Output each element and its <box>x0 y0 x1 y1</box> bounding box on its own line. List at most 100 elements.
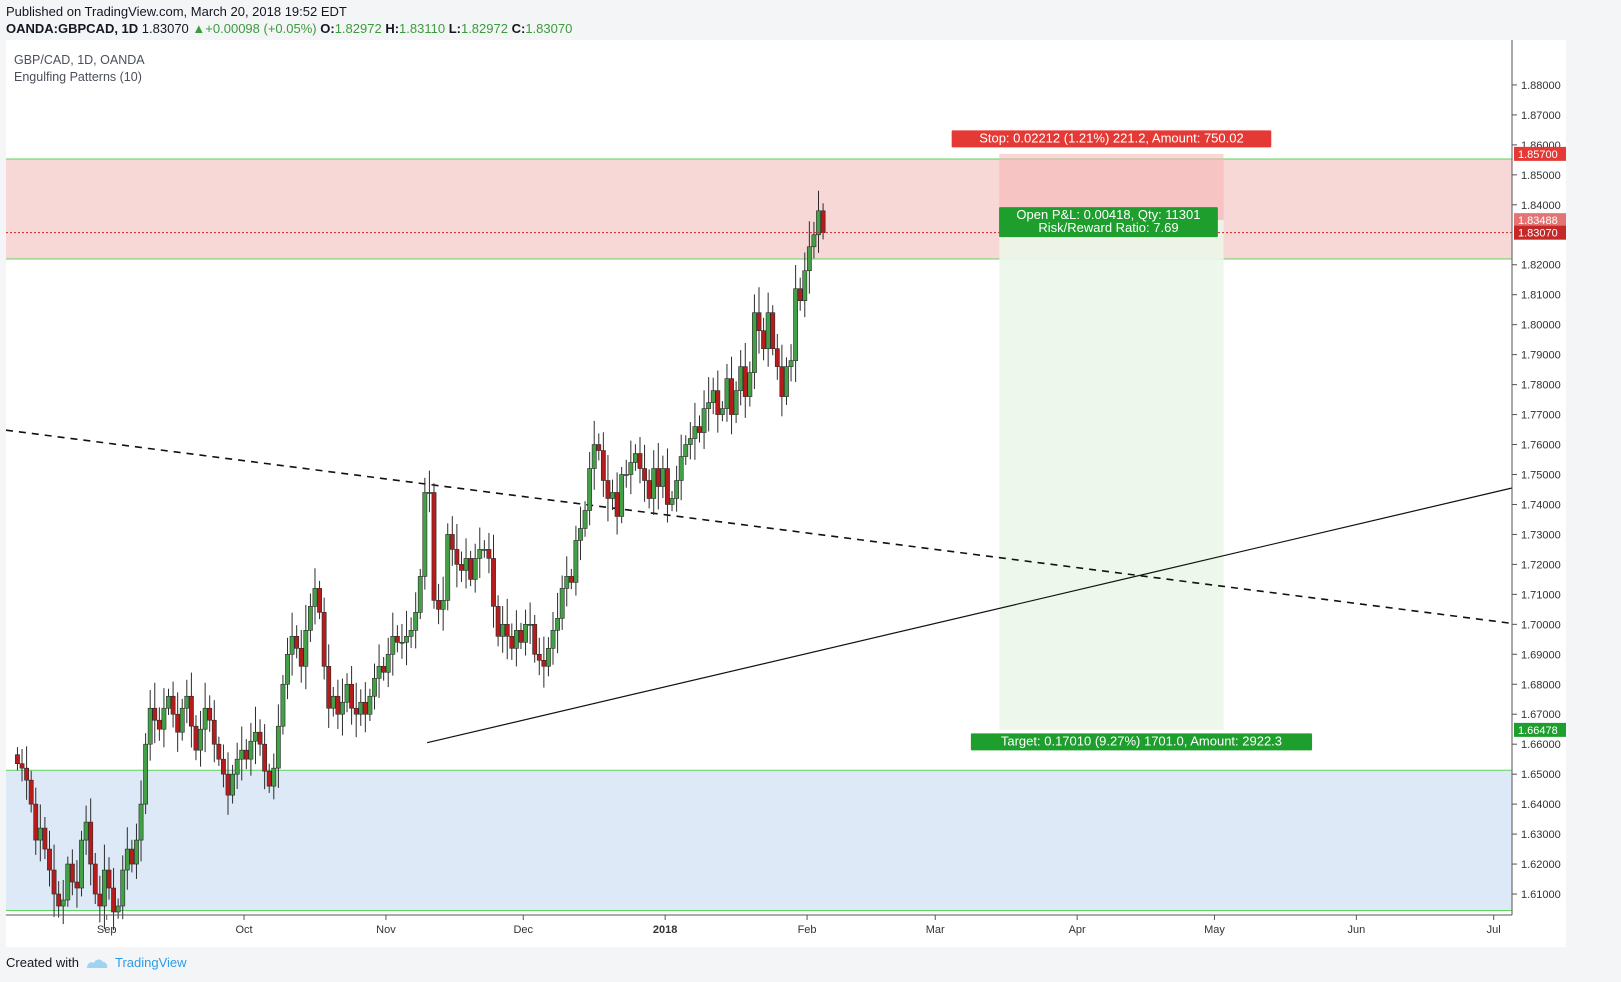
candle-down <box>349 683 355 709</box>
candle-up <box>440 600 446 610</box>
candle-up <box>230 773 235 796</box>
candle-up <box>367 695 373 715</box>
price-tag-text: 1.83070 <box>1518 228 1558 240</box>
candle-down <box>605 480 611 499</box>
candle-up <box>559 588 565 619</box>
candle-up <box>166 695 171 709</box>
candle-down <box>504 624 510 637</box>
candle-up <box>587 468 593 511</box>
time-tick-label: 2018 <box>653 924 677 936</box>
candle-up <box>674 480 680 499</box>
candle-up <box>102 869 107 907</box>
close-value: 1.83070 <box>525 21 573 36</box>
symbol-label[interactable]: OANDA:GBPCAD, 1D <box>6 21 139 36</box>
candle-up <box>578 528 583 541</box>
open-value: 1.82972 <box>334 21 382 36</box>
candle-up <box>385 653 391 673</box>
candle-down <box>491 558 496 607</box>
candle-up <box>161 707 167 730</box>
candle-down <box>381 665 387 673</box>
candle-down <box>175 713 181 733</box>
candle-up <box>591 444 597 469</box>
time-tick-label: Feb <box>798 924 817 936</box>
legend-indicator[interactable]: Engulfing Patterns (10) <box>14 70 142 84</box>
candle-up <box>747 372 753 397</box>
candle-up <box>477 549 483 559</box>
time-tick-label: Mar <box>926 924 945 936</box>
position-target-area <box>999 220 1224 730</box>
time-tick-label: Dec <box>513 924 533 936</box>
candle-up <box>399 642 405 644</box>
candle-up <box>610 492 615 499</box>
candle-down <box>756 312 762 331</box>
candle-up <box>628 462 634 475</box>
candle-down <box>454 549 460 565</box>
candle-down <box>211 719 217 745</box>
candle-down <box>317 588 322 613</box>
published-text: Published on TradingView.com, March 20, … <box>6 4 347 19</box>
price-tag-bg <box>1514 722 1566 737</box>
candle-up <box>184 695 190 709</box>
candle-up <box>417 576 423 613</box>
price-tick-label: 1.84000 <box>1521 200 1561 212</box>
price-tick-label: 1.88000 <box>1521 80 1561 92</box>
price-tick-label: 1.82000 <box>1521 260 1561 272</box>
candle-down <box>156 719 162 730</box>
candle-down <box>596 444 602 451</box>
candle-up <box>289 636 295 655</box>
candle-up <box>788 360 794 367</box>
candle-down <box>797 288 803 302</box>
candle-down <box>436 600 441 610</box>
candle-up <box>683 444 689 457</box>
candle-down <box>486 549 492 559</box>
chart-area[interactable]: Stop: 0.02212 (1.21%) 221.2, Amount: 750… <box>6 40 1566 947</box>
time-tick-label: Oct <box>235 924 252 936</box>
candle-down <box>207 707 213 721</box>
candle-up <box>710 390 716 403</box>
candle-up <box>472 558 478 580</box>
last-price: 1.83070 <box>141 21 189 36</box>
candle-up <box>816 210 821 236</box>
candle-up <box>527 624 533 626</box>
candle-down <box>24 767 29 781</box>
candle-down <box>655 468 661 487</box>
close-label: C: <box>511 21 526 36</box>
candle-down <box>69 863 75 883</box>
candle-up <box>564 576 570 589</box>
candle-down <box>298 648 304 667</box>
candle-down <box>468 558 474 580</box>
stop-label-text: Stop: 0.02212 (1.21%) 221.2, Amount: 750… <box>979 130 1244 145</box>
candlestick-chart[interactable]: Stop: 0.02212 (1.21%) 221.2, Amount: 750… <box>6 40 1566 947</box>
open-label: O: <box>320 21 335 36</box>
candle-up <box>573 540 579 583</box>
candle-up <box>234 758 240 775</box>
price-tick-label: 1.67000 <box>1521 709 1561 721</box>
tradingview-brand-link[interactable]: TradingView <box>114 955 187 970</box>
candle-down <box>541 659 547 667</box>
time-tick-label: Nov <box>376 924 396 936</box>
candle-down <box>394 636 400 643</box>
price-tag: 1.83488 <box>1514 213 1566 228</box>
candle-down <box>28 779 34 805</box>
price-tag: 1.83070 <box>1514 225 1566 240</box>
candle-up <box>253 731 258 742</box>
price-tick-label: 1.81000 <box>1521 290 1561 302</box>
candle-down <box>193 725 199 751</box>
candle-up <box>582 510 588 529</box>
candle-down <box>106 869 112 889</box>
candle-down <box>33 803 39 841</box>
candle-down <box>188 695 194 727</box>
candle-up <box>275 725 281 769</box>
candle-down <box>362 701 368 715</box>
time-tick-label: Jul <box>1487 924 1501 936</box>
candle-down <box>51 869 57 895</box>
candle-up <box>546 648 551 667</box>
price-tag: 1.85700 <box>1514 146 1566 161</box>
price-tag-text: 1.66478 <box>1518 725 1558 737</box>
candle-up <box>427 492 432 494</box>
change-value: +0.00098 (+0.05%) <box>205 21 317 36</box>
candle-up <box>752 312 757 373</box>
candle-up <box>793 288 799 361</box>
candle-down <box>262 743 268 772</box>
candle-up <box>344 683 350 703</box>
